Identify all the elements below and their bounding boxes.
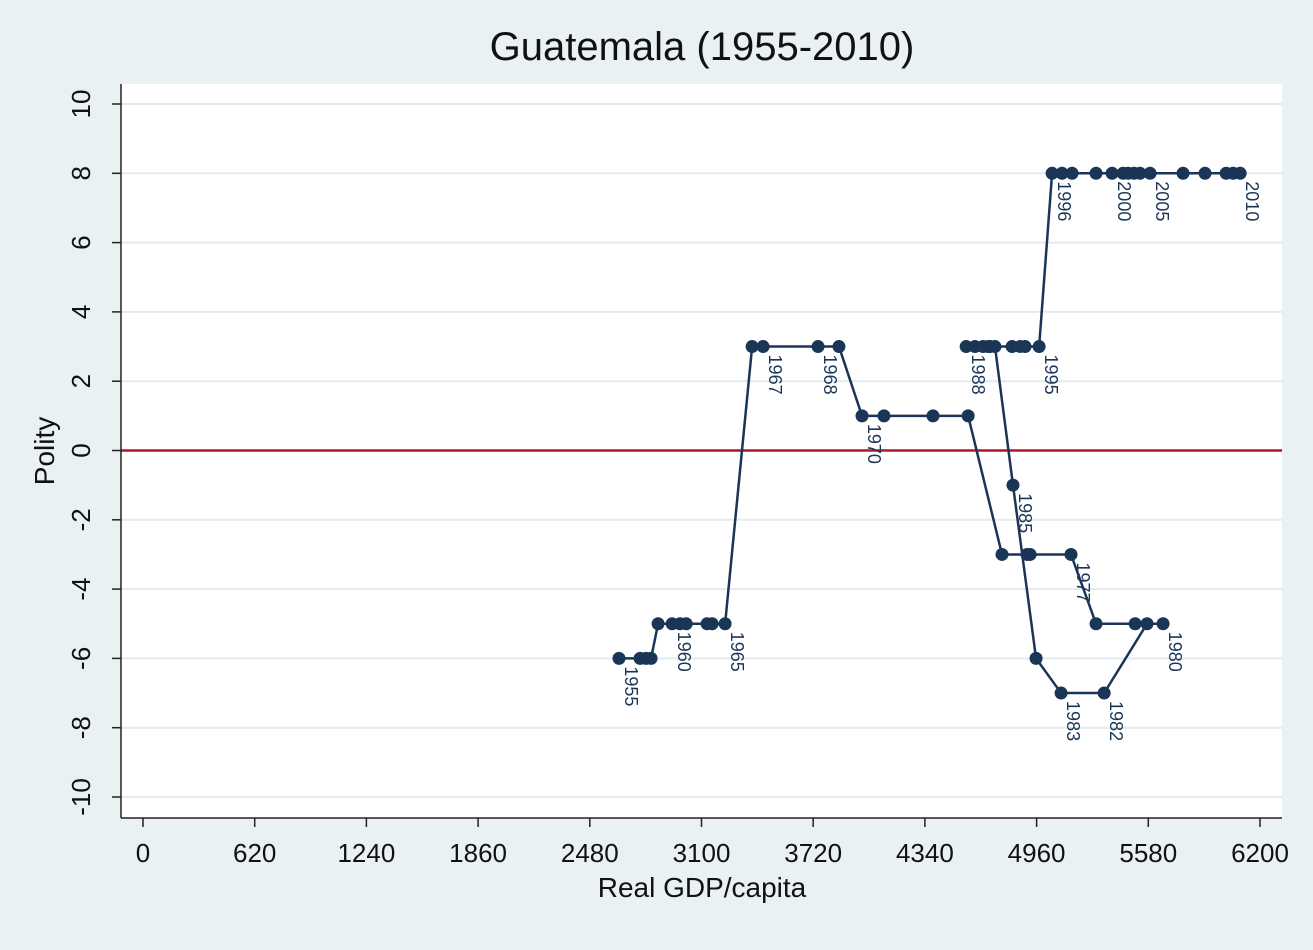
data-point-1972 xyxy=(926,409,940,423)
data-point-1994 xyxy=(1018,340,1032,354)
point-label-1970: 1970 xyxy=(864,424,884,464)
data-point-1979 xyxy=(1128,617,1142,631)
data-point-1955 xyxy=(612,651,626,665)
point-label-1967: 1967 xyxy=(765,355,785,395)
y-tick-label: 4 xyxy=(66,305,96,319)
y-tick-label: -8 xyxy=(66,716,96,739)
x-tick-label: 0 xyxy=(136,838,150,868)
data-point-1983 xyxy=(1054,686,1068,700)
point-label-1955: 1955 xyxy=(621,666,641,706)
point-label-1996: 1996 xyxy=(1054,181,1074,221)
series xyxy=(612,166,1247,700)
x-tick-label: 5580 xyxy=(1119,838,1177,868)
point-label-1988: 1988 xyxy=(968,355,988,395)
data-point-1974 xyxy=(995,547,1009,561)
x-tick-label: 620 xyxy=(233,838,276,868)
y-tick-label: -2 xyxy=(66,508,96,531)
y-tick-label: -10 xyxy=(66,778,96,816)
point-label-1968: 1968 xyxy=(820,355,840,395)
x-tick-label: 4340 xyxy=(896,838,954,868)
data-point-1965 xyxy=(718,617,732,631)
point-labels: 1955 1960 1965 1967 1968 1970 1977 1980 1982 1983… xyxy=(621,181,1262,741)
data-point-1996 xyxy=(1045,166,1059,180)
x-axis-label: Real GDP/capita xyxy=(598,872,807,903)
axes: -10 -8 -6 -4 -2 0 2 4 6 8 10 0 620 1240 1860 2480 3100 37… xyxy=(66,84,1289,868)
y-axis-label: Polity xyxy=(29,417,60,485)
data-point-1991 xyxy=(981,340,995,354)
y-tick-label: 8 xyxy=(66,166,96,180)
data-point-1958 xyxy=(644,651,658,665)
data-point-2006 xyxy=(1176,166,1190,180)
data-point-1971 xyxy=(877,409,891,423)
data-point-1999 xyxy=(1089,166,1103,180)
point-label-1983: 1983 xyxy=(1063,701,1083,741)
point-label-1960: 1960 xyxy=(674,632,694,672)
data-point-1967 xyxy=(756,340,770,354)
x-tick-label: 6200 xyxy=(1231,838,1289,868)
data-point-1995 xyxy=(1032,340,1046,354)
y-tick-label: 6 xyxy=(66,235,96,249)
data-point-1977 xyxy=(1064,547,1078,561)
data-point-2007 xyxy=(1198,166,1212,180)
data-point-1997 xyxy=(1055,166,1069,180)
data-point-1964 xyxy=(705,617,719,631)
y-tick-label: 2 xyxy=(66,374,96,388)
point-label-1980: 1980 xyxy=(1165,632,1185,672)
point-label-1985: 1985 xyxy=(1015,493,1035,533)
y-tick-label: -4 xyxy=(66,578,96,601)
data-point-1978 xyxy=(1089,617,1103,631)
data-point-2000 xyxy=(1105,166,1119,180)
data-point-1980 xyxy=(1156,617,1170,631)
x-tick-label: 1240 xyxy=(337,838,395,868)
data-point-1973 xyxy=(961,409,975,423)
point-label-1995: 1995 xyxy=(1041,355,1061,395)
data-point-1998 xyxy=(1065,166,1079,180)
data-point-1985 xyxy=(1006,478,1020,492)
data-point-1959 xyxy=(651,617,665,631)
grid-lines xyxy=(121,103,1282,798)
x-tick-label: 1860 xyxy=(449,838,507,868)
point-label-2010: 2010 xyxy=(1242,181,1262,221)
data-point-1982 xyxy=(1097,686,1111,700)
x-tick-label: 4960 xyxy=(1008,838,1066,868)
data-point-1962 xyxy=(679,617,693,631)
data-point-1981 xyxy=(1140,617,1154,631)
data-point-1984 xyxy=(1029,651,1043,665)
x-tick-label: 3100 xyxy=(673,838,731,868)
chart-title: Guatemala (1955-2010) xyxy=(490,25,915,69)
data-point-1976 xyxy=(1023,547,1037,561)
point-label-1977: 1977 xyxy=(1073,562,1093,602)
x-tick-label: 3720 xyxy=(784,838,842,868)
x-tick-label: 2480 xyxy=(561,838,619,868)
data-point-1966 xyxy=(745,340,759,354)
point-label-2005: 2005 xyxy=(1152,181,1172,221)
data-point-2004 xyxy=(1133,166,1147,180)
point-label-2000: 2000 xyxy=(1114,181,1134,221)
data-point-2010 xyxy=(1233,166,1247,180)
data-point-2005 xyxy=(1143,166,1157,180)
data-point-1968 xyxy=(811,340,825,354)
data-point-1969 xyxy=(832,340,846,354)
data-point-1970 xyxy=(855,409,869,423)
y-tick-label: 10 xyxy=(66,90,96,119)
y-tick-label: 0 xyxy=(66,443,96,457)
point-label-1982: 1982 xyxy=(1106,701,1126,741)
point-label-1965: 1965 xyxy=(727,632,747,672)
y-tick-label: -6 xyxy=(66,647,96,670)
